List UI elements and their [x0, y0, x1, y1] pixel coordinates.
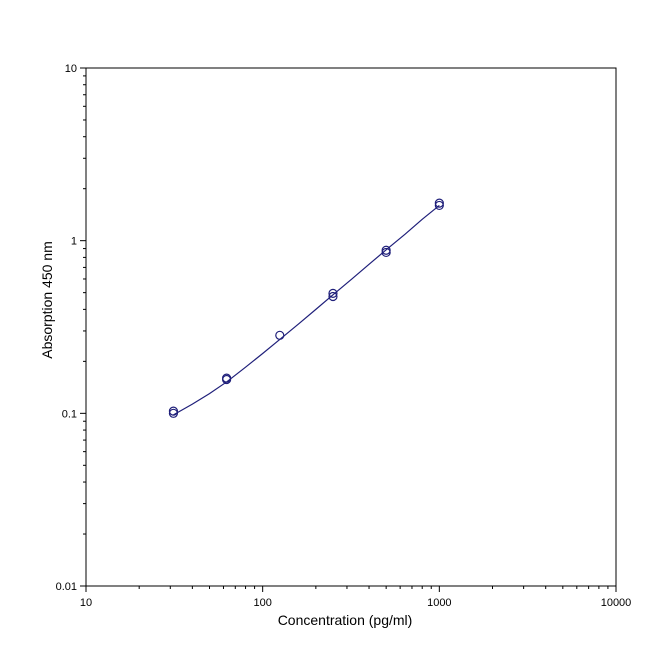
data-point: [168, 406, 179, 416]
data-points-layer: [168, 198, 444, 418]
axes-layer: [85, 67, 617, 587]
y-tick-label: 10: [65, 63, 77, 75]
y-axis-title: Absorption 450 nm: [39, 241, 55, 359]
data-point: [275, 330, 285, 340]
y-tick-label: 0.01: [56, 581, 77, 593]
data-point: [328, 288, 338, 298]
data-point: [434, 198, 444, 208]
fit-curve: [173, 204, 440, 416]
x-tick-label: 100: [253, 597, 271, 609]
data-point: [434, 200, 444, 211]
data-point: [328, 291, 338, 302]
data-point: [222, 373, 232, 383]
fit-curve-layer: [173, 204, 440, 416]
x-axis-title: Concentration (pg/ml): [278, 612, 413, 628]
x-tick-label: 1000: [427, 597, 451, 609]
x-tick-label: 10: [80, 597, 92, 609]
data-point: [381, 245, 391, 255]
x-tick-label: 10000: [601, 597, 632, 609]
y-tick-label: 1: [71, 236, 77, 248]
y-tick-label: 0.1: [62, 408, 77, 420]
ticks-layer: 10 100 1000 10000 0.01 0.1 1 10: [56, 63, 632, 609]
plot-frame: [85, 67, 617, 587]
